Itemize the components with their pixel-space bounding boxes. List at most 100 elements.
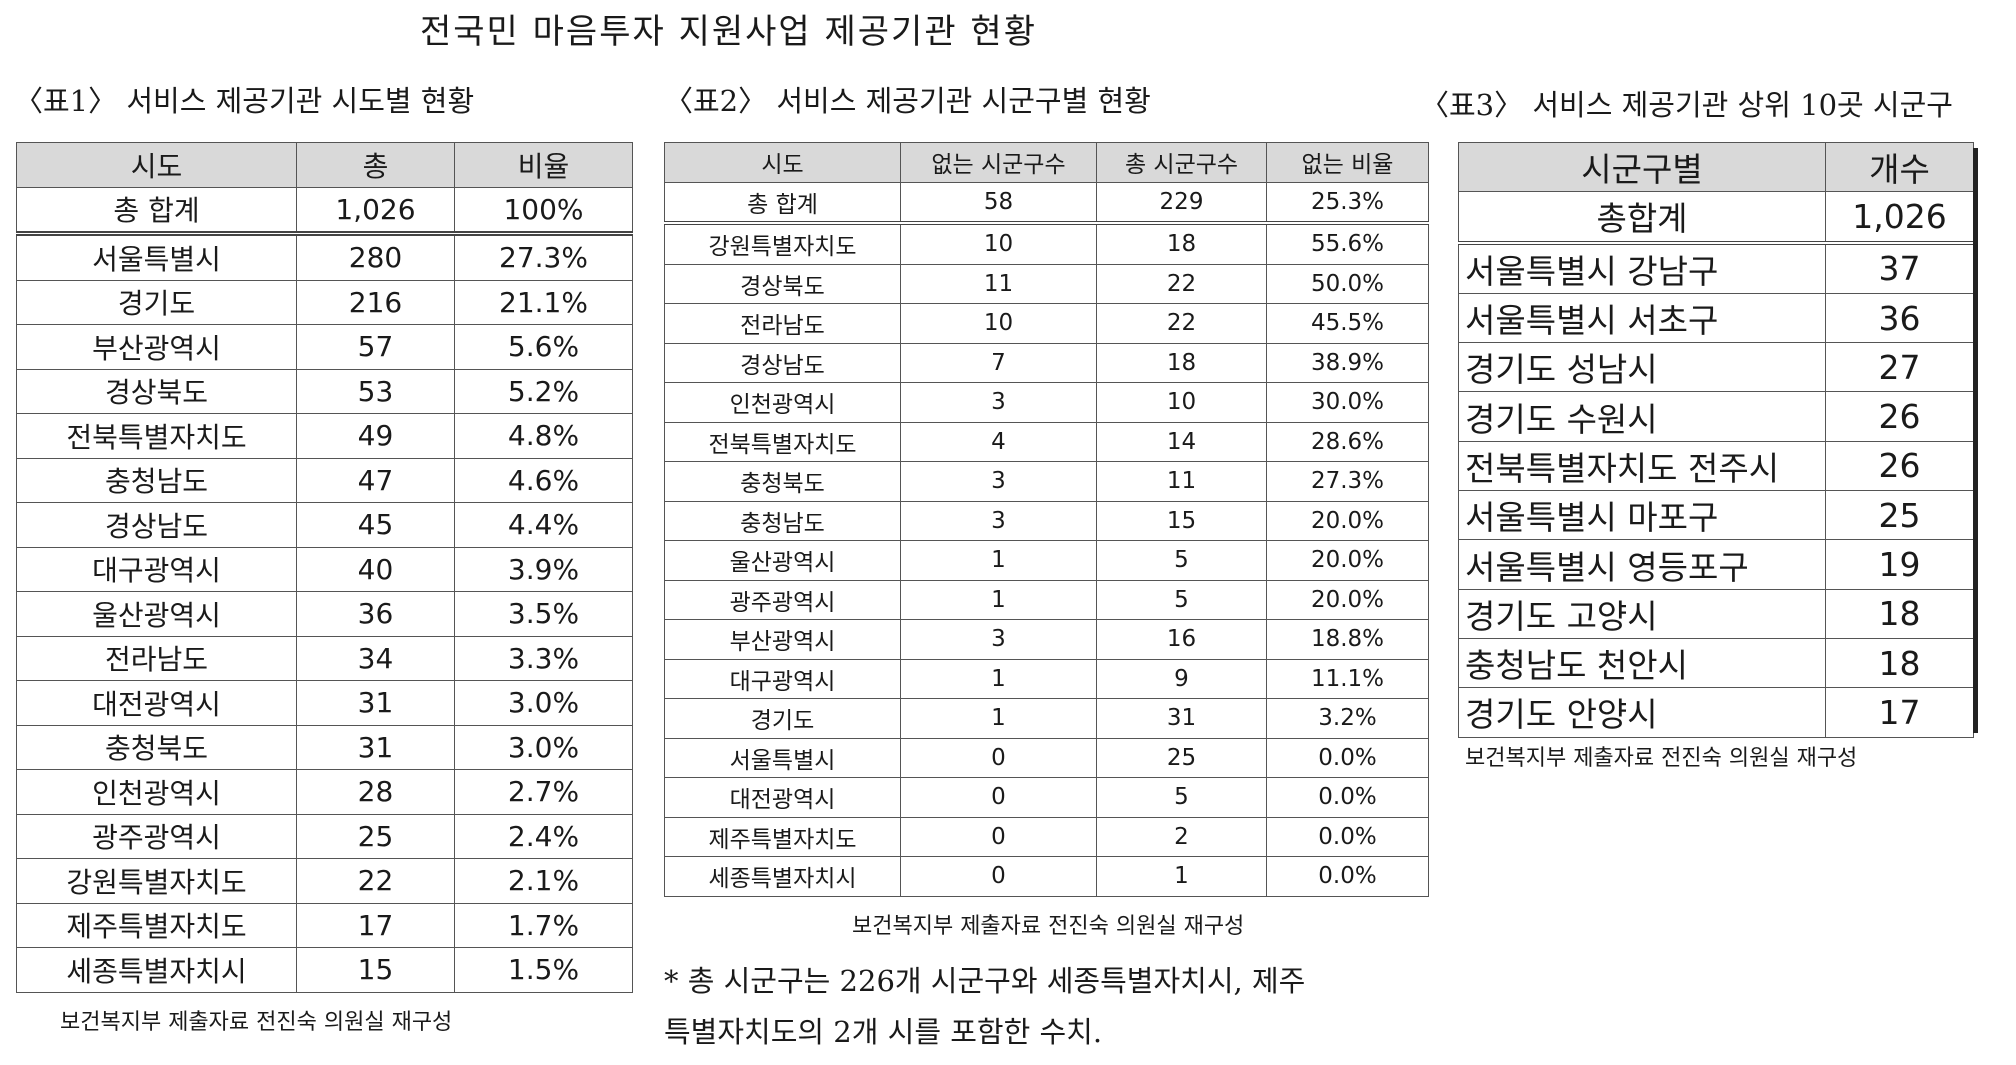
table1-header-row: 시도 총 비율 [16, 142, 633, 188]
table2-footnote-line1: * 총 시군구는 226개 시군구와 세종특별자치시, 제주 [664, 964, 1306, 998]
table2: 시도 없는 시군구수 총 시군구수 없는 비율 총 합계 58 229 25.3% 강원… [664, 142, 1429, 897]
table2-cell: 1 [900, 579, 1097, 620]
table3-cell: 19 [1825, 539, 1974, 590]
table3-cell: 26 [1825, 391, 1974, 442]
table2-cell: 45.5% [1266, 303, 1429, 344]
table1-cell: 45 [296, 502, 455, 548]
table3-row: 경기도 수원시 26 [1458, 391, 1974, 442]
table1-cell: 1.5% [454, 947, 633, 993]
table2-cell: 25.3% [1266, 181, 1429, 225]
table1-cell: 2.7% [454, 769, 633, 815]
table1-header-cell: 비율 [454, 142, 633, 188]
table1-cell: 전라남도 [16, 635, 297, 681]
table2-row: 경상북도 11 22 50.0% [664, 263, 1429, 304]
table2-header-cell: 시도 [664, 142, 901, 183]
table2-cell: 경기도 [664, 698, 901, 739]
table2-cell: 제주특별자치도 [664, 816, 901, 857]
table2-cell: 30.0% [1266, 382, 1429, 423]
table3-cell: 경기도 안양시 [1458, 687, 1826, 738]
table2-cell: 0 [900, 737, 1097, 778]
table3-row: 서울특별시 강남구 37 [1458, 242, 1974, 294]
table1: 시도 총 비율 총 합계 1,026 100% 서울특별시 280 27.3% 경기도 216… [16, 142, 633, 993]
table1-cell: 49 [296, 413, 455, 459]
table2-row: 제주특별자치도 0 2 0.0% [664, 816, 1429, 857]
table1-cell: 25 [296, 813, 455, 859]
table2-row: 경상남도 7 18 38.9% [664, 342, 1429, 383]
table2-row: 부산광역시 3 16 18.8% [664, 619, 1429, 660]
table2-cell: 20.0% [1266, 579, 1429, 620]
table2-cell: 인천광역시 [664, 382, 901, 423]
table1-cell: 17 [296, 902, 455, 948]
table3-row: 전북특별자치도 전주시 26 [1458, 440, 1974, 492]
table2-cell: 3 [900, 500, 1097, 541]
table1-cell: 경기도 [16, 279, 297, 325]
table1-row: 대전광역시 31 3.0% [16, 680, 633, 726]
table2-cell: 4 [900, 421, 1097, 462]
table2-cell: 11 [1096, 461, 1267, 502]
table1-row: 충청남도 47 4.6% [16, 457, 633, 503]
table2-footnote-line2: 특별자치도의 2개 시를 포함한 수치. [664, 1014, 1103, 1049]
table1-cell: 전북특별자치도 [16, 413, 297, 459]
table3-cell: 1,026 [1825, 191, 1974, 245]
table2-row: 광주광역시 1 5 20.0% [664, 579, 1429, 620]
table2-cell: 18.8% [1266, 619, 1429, 660]
table3-cell: 18 [1825, 588, 1974, 639]
table1-cell: 3.0% [454, 680, 633, 726]
table1-cell: 4.8% [454, 413, 633, 459]
table1-caption: 〈표1〉 서비스 제공기관 시도별 현황 [14, 84, 475, 118]
table2-cell: 10 [900, 222, 1097, 265]
table2-cell: 18 [1096, 342, 1267, 383]
table3-cell: 25 [1825, 490, 1974, 541]
table1-row: 경기도 216 21.1% [16, 279, 633, 325]
table1-cell: 4.6% [454, 457, 633, 503]
table3-shadow [1973, 148, 1978, 733]
table2-cell: 0.0% [1266, 816, 1429, 857]
table1-cell: 280 [296, 233, 455, 281]
table1-cell: 3.9% [454, 546, 633, 592]
table2-cell: 25 [1096, 737, 1267, 778]
table3-cell: 총합계 [1458, 191, 1826, 245]
table1-cell: 4.4% [454, 502, 633, 548]
table3-cell: 서울특별시 영등포구 [1458, 539, 1826, 590]
table2-cell: 5 [1096, 579, 1267, 620]
table2-header-cell: 없는 시군구수 [900, 142, 1097, 183]
table2-cell: 22 [1096, 303, 1267, 344]
table2-cell: 0 [900, 777, 1097, 818]
table2-cell: 5 [1096, 777, 1267, 818]
table3-cell: 경기도 성남시 [1458, 342, 1826, 393]
table1-cell: 2.4% [454, 813, 633, 859]
table2-cell: 0.0% [1266, 856, 1429, 897]
table2-cell: 11 [900, 263, 1097, 304]
table1-row: 경상북도 53 5.2% [16, 368, 633, 414]
table2-row: 인천광역시 3 10 30.0% [664, 382, 1429, 423]
table2-cell: 2 [1096, 816, 1267, 857]
table1-cell: 47 [296, 457, 455, 503]
table2-cell: 1 [900, 658, 1097, 699]
table2-cell: 1 [900, 540, 1097, 581]
table2-cell: 16 [1096, 619, 1267, 660]
table2-cell: 38.9% [1266, 342, 1429, 383]
table3-source: 보건복지부 제출자료 전진숙 의원실 재구성 [1465, 746, 1858, 771]
table2-row: 전라남도 10 22 45.5% [664, 303, 1429, 344]
table2-row: 충청남도 3 15 20.0% [664, 500, 1429, 541]
table2-cell: 서울특별시 [664, 737, 901, 778]
table1-row: 강원특별자치도 22 2.1% [16, 858, 633, 904]
table2-cell: 50.0% [1266, 263, 1429, 304]
table2-cell: 충청북도 [664, 461, 901, 502]
table1-cell: 광주광역시 [16, 813, 297, 859]
table2-cell: 광주광역시 [664, 579, 901, 620]
table2-cell: 부산광역시 [664, 619, 901, 660]
table2-source: 보건복지부 제출자료 전진숙 의원실 재구성 [852, 914, 1245, 939]
table3-cell: 충청남도 천안시 [1458, 637, 1826, 689]
table1-row: 충청북도 31 3.0% [16, 724, 633, 770]
table1-cell: 216 [296, 279, 455, 325]
table1-cell: 36 [296, 591, 455, 637]
table3-cell: 27 [1825, 342, 1974, 393]
table2-header-row: 시도 없는 시군구수 총 시군구수 없는 비율 [664, 142, 1429, 183]
table1-cell: 53 [296, 368, 455, 414]
table2-cell: 9 [1096, 658, 1267, 699]
table3-cell: 18 [1825, 637, 1974, 689]
table2-cell: 충청남도 [664, 500, 901, 541]
table1-cell: 대전광역시 [16, 680, 297, 726]
table1-cell: 40 [296, 546, 455, 592]
